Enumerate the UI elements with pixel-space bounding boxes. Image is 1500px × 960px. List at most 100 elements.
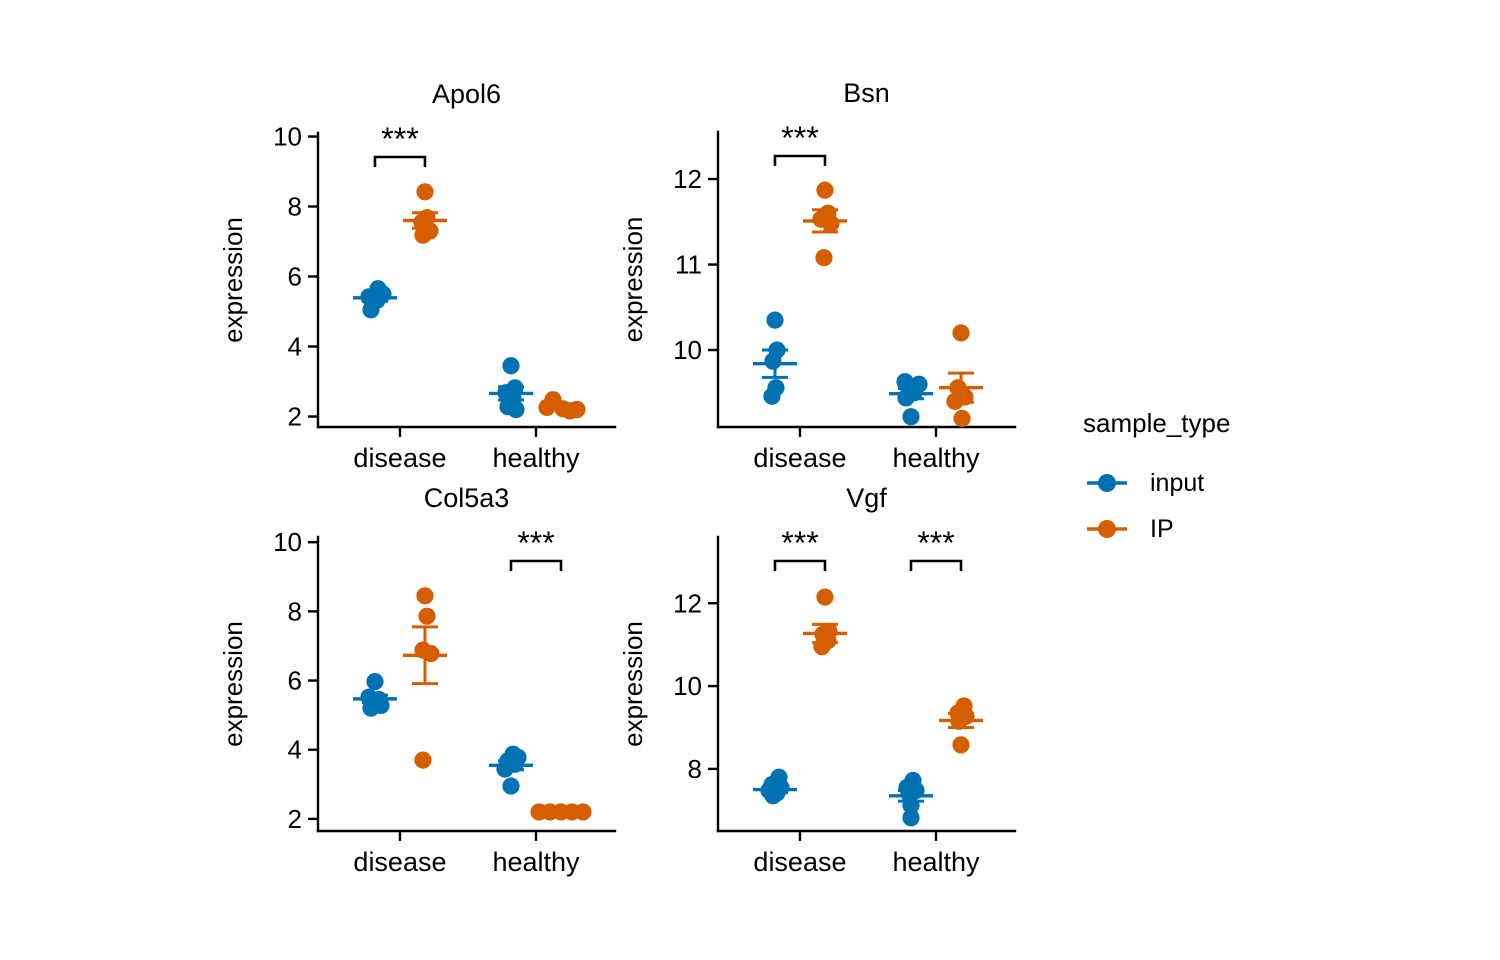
data-point-IP bbox=[816, 588, 834, 606]
panel-Vgf: Vgf expression 8 10 12 disease healthy *** *** bbox=[618, 483, 1017, 877]
y-tick-label: 6 bbox=[288, 666, 302, 696]
data-point-input bbox=[766, 311, 784, 329]
x-tick-label: healthy bbox=[892, 443, 980, 473]
x-tick-label: healthy bbox=[492, 847, 580, 877]
significance-bracket bbox=[773, 154, 827, 166]
significance-bracket bbox=[373, 155, 427, 167]
y-tick-label: 4 bbox=[288, 332, 302, 362]
data-point-input bbox=[507, 400, 525, 419]
series-healthy-input bbox=[488, 357, 533, 419]
data-point-IP bbox=[952, 324, 970, 342]
significance-stars: *** bbox=[517, 525, 554, 561]
series-disease-input bbox=[352, 280, 397, 319]
data-point-input bbox=[502, 357, 520, 375]
panel-title: Apol6 bbox=[432, 79, 501, 109]
series-disease-IP bbox=[802, 588, 847, 656]
legend-label: input bbox=[1150, 469, 1204, 497]
y-tick-label: 12 bbox=[673, 164, 702, 194]
series-healthy-input bbox=[888, 771, 933, 827]
series-healthy-IP bbox=[538, 391, 586, 420]
panel-title: Vgf bbox=[846, 483, 887, 513]
data-point-input bbox=[902, 796, 920, 814]
legend-marker-dot bbox=[1098, 474, 1116, 492]
data-point-IP bbox=[414, 751, 432, 769]
data-point-IP bbox=[574, 803, 592, 821]
data-point-IP bbox=[416, 587, 434, 605]
panel-Bsn: Bsn expression 10 11 12 disease healthy *** bbox=[618, 78, 1017, 473]
data-point-IP bbox=[416, 183, 434, 201]
series-disease-input bbox=[352, 672, 397, 717]
data-point-IP bbox=[816, 181, 834, 199]
y-tick-label: 4 bbox=[288, 735, 302, 765]
data-point-IP bbox=[422, 644, 440, 663]
legend-entry-input: input bbox=[1087, 469, 1204, 497]
legend-entry-IP: IP bbox=[1087, 515, 1174, 543]
y-tick-label: 10 bbox=[273, 527, 302, 557]
data-point-IP bbox=[414, 226, 432, 244]
significance-stars: *** bbox=[381, 121, 418, 157]
panel-title: Col5a3 bbox=[424, 483, 510, 513]
panel-title: Bsn bbox=[843, 78, 890, 108]
legend-marker-dot bbox=[1098, 520, 1116, 538]
y-tick-label: 10 bbox=[673, 335, 702, 365]
data-point-IP bbox=[561, 402, 579, 420]
y-tick-label: 8 bbox=[288, 192, 302, 222]
data-point-IP bbox=[950, 712, 968, 730]
panel-Apol6: Apol6 expression 2 4 6 8 10 disease healthy *** bbox=[218, 79, 617, 473]
significance-bracket bbox=[773, 559, 827, 571]
data-point-input bbox=[764, 352, 782, 370]
y-tick-label: 8 bbox=[688, 754, 702, 784]
y-tick-label: 2 bbox=[288, 402, 302, 432]
data-point-input bbox=[897, 389, 915, 407]
significance-bracket bbox=[909, 559, 963, 571]
data-point-IP bbox=[822, 214, 840, 233]
data-point-IP bbox=[815, 249, 833, 267]
data-point-input bbox=[902, 408, 920, 426]
x-tick-label: disease bbox=[753, 847, 846, 877]
data-point-input bbox=[763, 387, 781, 405]
data-point-IP bbox=[946, 392, 964, 410]
x-tick-label: healthy bbox=[492, 443, 580, 473]
significance-bracket bbox=[509, 559, 563, 571]
legend-title: sample_type bbox=[1083, 408, 1230, 438]
data-point-IP bbox=[953, 409, 971, 428]
series-disease-IP bbox=[402, 183, 447, 244]
x-tick-label: disease bbox=[353, 847, 446, 877]
data-point-input bbox=[496, 760, 514, 778]
data-point-IP bbox=[813, 638, 831, 656]
y-axis-label: expression bbox=[218, 217, 248, 343]
y-axis-label: expression bbox=[618, 621, 648, 747]
series-disease-input bbox=[752, 311, 797, 405]
series-disease-IP bbox=[802, 181, 847, 267]
data-point-input bbox=[902, 809, 920, 827]
series-healthy-IP bbox=[938, 324, 983, 428]
significance-stars: *** bbox=[781, 525, 818, 561]
y-tick-label: 12 bbox=[673, 588, 702, 618]
y-axis-label: expression bbox=[218, 621, 248, 747]
data-point-input bbox=[366, 672, 384, 691]
data-point-IP bbox=[952, 736, 970, 754]
data-point-input bbox=[362, 301, 380, 319]
series-healthy-IP bbox=[938, 697, 983, 754]
y-axis-label: expression bbox=[618, 217, 648, 343]
y-tick-label: 8 bbox=[288, 596, 302, 626]
x-tick-label: disease bbox=[753, 443, 846, 473]
x-tick-label: disease bbox=[353, 443, 446, 473]
legend-label: IP bbox=[1150, 515, 1174, 543]
data-point-input bbox=[764, 787, 782, 805]
series-disease-input bbox=[752, 768, 797, 805]
data-point-IP bbox=[538, 398, 556, 416]
y-tick-label: 11 bbox=[675, 250, 702, 280]
y-tick-label: 2 bbox=[288, 804, 302, 834]
data-point-input bbox=[502, 777, 520, 795]
data-point-input bbox=[362, 699, 380, 717]
data-point-IP bbox=[418, 607, 436, 625]
series-healthy-input bbox=[488, 745, 533, 795]
series-healthy-IP bbox=[530, 803, 592, 821]
series-disease-IP bbox=[402, 587, 447, 769]
significance-stars: *** bbox=[781, 120, 818, 156]
panel-Col5a3: Col5a3 expression 2 4 6 8 10 disease healthy *** bbox=[218, 483, 617, 877]
y-tick-label: 6 bbox=[288, 262, 302, 292]
